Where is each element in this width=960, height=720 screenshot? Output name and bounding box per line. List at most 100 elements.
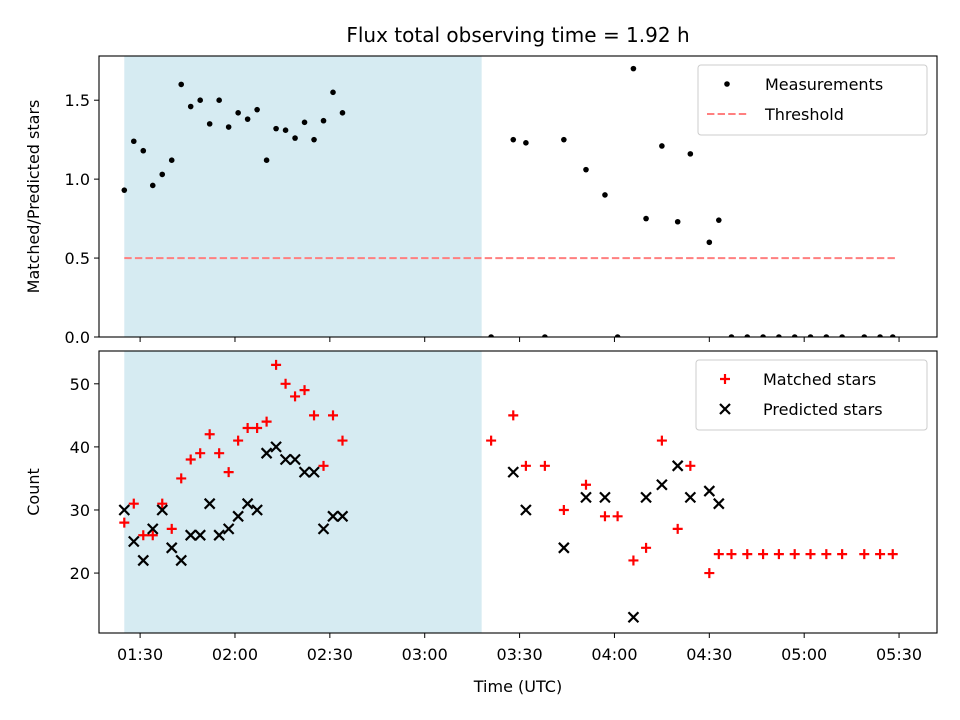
plot-area bbox=[121, 65, 896, 337]
measurements-point bbox=[488, 334, 494, 337]
predicted-stars-point bbox=[656, 478, 668, 491]
measurements-point bbox=[149, 182, 156, 189]
predicted-stars-point bbox=[336, 510, 349, 523]
measurements-point bbox=[889, 334, 896, 337]
y-tick-label: 40 bbox=[70, 438, 90, 457]
axes-frame bbox=[98, 350, 938, 634]
measurements-point bbox=[823, 334, 830, 337]
x-tick-label: 02:00 bbox=[212, 645, 258, 664]
measurements-point bbox=[140, 147, 147, 154]
measurements-point bbox=[744, 334, 751, 337]
predicted-stars-point bbox=[558, 542, 570, 554]
measurements-point bbox=[839, 334, 845, 337]
measurements-point bbox=[523, 140, 529, 146]
predicted-stars-point bbox=[507, 466, 520, 478]
matched-stars-point bbox=[875, 549, 886, 560]
measurements-point bbox=[254, 106, 260, 113]
matched-stars-point bbox=[713, 549, 724, 560]
x-tick-label: 04:00 bbox=[591, 645, 637, 664]
x-tick-label: 03:30 bbox=[497, 645, 543, 664]
shaded-interval bbox=[124, 351, 482, 633]
predicted-stars-point bbox=[137, 554, 150, 567]
predicted-stars-point bbox=[298, 466, 311, 478]
measurements-point bbox=[197, 97, 203, 104]
measurements-point bbox=[643, 215, 649, 222]
x-axis-label: Time (UTC) bbox=[473, 677, 562, 696]
matched-stars-point bbox=[558, 504, 569, 515]
measurements-point bbox=[168, 157, 175, 163]
predicted-stars-point bbox=[241, 497, 254, 510]
measurements-point bbox=[282, 127, 289, 133]
matched-stars-point bbox=[166, 523, 177, 534]
measurements-point bbox=[659, 143, 665, 149]
axes-frame bbox=[98, 55, 938, 338]
matched-stars-point bbox=[758, 549, 769, 560]
x-tick-label: 05:00 bbox=[781, 645, 827, 664]
legend-label: Predicted stars bbox=[763, 400, 883, 419]
measurements-point bbox=[187, 103, 194, 110]
matched-stars-point bbox=[789, 549, 800, 560]
matched-stars-point bbox=[328, 410, 339, 421]
matched-stars-point bbox=[704, 568, 715, 579]
measurements-point bbox=[687, 151, 694, 157]
matched-stars-point bbox=[726, 549, 737, 560]
predicted-stars-point bbox=[713, 497, 725, 510]
predicted-stars-point bbox=[251, 504, 263, 516]
y-tick-label: 1.5 bbox=[65, 91, 90, 110]
matched-stars-point bbox=[641, 542, 652, 553]
predicted-stars-point bbox=[146, 523, 159, 535]
matched-stars-point bbox=[859, 549, 870, 560]
measurements-point bbox=[339, 110, 346, 116]
matched-stars-point bbox=[628, 555, 639, 566]
matched-stars-point bbox=[261, 416, 272, 427]
predicted-stars-point bbox=[279, 453, 292, 466]
measurements-point bbox=[301, 119, 308, 126]
legend-box bbox=[695, 359, 928, 431]
legend-symbol bbox=[720, 374, 730, 384]
predicted-stars-point bbox=[317, 523, 330, 535]
measurements-point bbox=[320, 117, 327, 124]
predicted-stars-point bbox=[184, 529, 197, 541]
predicted-stars-point bbox=[640, 491, 652, 504]
predicted-stars-point bbox=[118, 504, 131, 516]
matched-stars-point bbox=[486, 435, 497, 446]
predicted-stars-point bbox=[580, 491, 592, 504]
y-tick-label: 1.0 bbox=[65, 170, 90, 189]
y-axis-label: Matched/Predicted stars bbox=[24, 100, 43, 294]
measurements-point bbox=[706, 239, 713, 246]
predicted-stars-point bbox=[222, 523, 235, 535]
predicted-stars-point bbox=[289, 453, 301, 466]
matched-stars-point bbox=[318, 460, 329, 471]
measurements-point bbox=[614, 334, 621, 337]
matched-stars-point bbox=[280, 378, 291, 389]
x-tick-label: 02:30 bbox=[307, 645, 353, 664]
predicted-stars-point bbox=[327, 510, 339, 523]
chart-title: Flux total observing time = 1.92 h bbox=[346, 23, 689, 47]
matched-stars-point bbox=[214, 448, 225, 459]
matched-stars-point bbox=[138, 530, 149, 541]
measurements-point bbox=[542, 334, 548, 337]
predicted-stars-point bbox=[165, 542, 178, 554]
legend-label: Measurements bbox=[765, 75, 883, 94]
matched-stars-point bbox=[685, 460, 696, 471]
legend-box bbox=[697, 64, 928, 136]
predicted-stars-point bbox=[627, 611, 640, 624]
matched-stars-point bbox=[233, 435, 244, 446]
predicted-stars-point bbox=[203, 497, 216, 510]
measurements-point bbox=[674, 218, 681, 225]
x-tick-label: 01:30 bbox=[117, 645, 163, 664]
matched-stars-point bbox=[147, 530, 158, 541]
measurements-point bbox=[602, 192, 608, 198]
predicted-stars-point bbox=[671, 460, 684, 472]
matched-stars-point bbox=[271, 359, 282, 370]
matched-stars-point bbox=[612, 511, 623, 522]
matched-stars-point bbox=[887, 549, 898, 560]
predicted-stars-point bbox=[194, 529, 206, 541]
matched-stars-point bbox=[204, 429, 215, 440]
measurements-point bbox=[760, 334, 766, 337]
measurements-point bbox=[716, 217, 722, 223]
measurements-point bbox=[630, 65, 637, 72]
matched-stars-point bbox=[539, 460, 550, 471]
predicted-stars-point bbox=[599, 491, 611, 504]
